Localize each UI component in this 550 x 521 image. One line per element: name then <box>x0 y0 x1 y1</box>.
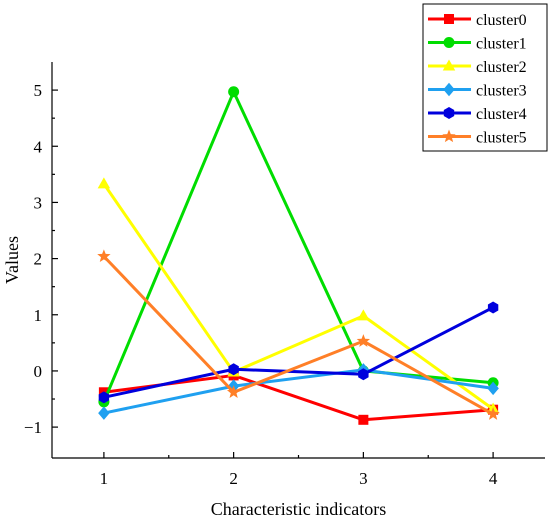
series-layer <box>97 86 500 425</box>
legend-swatch-marker <box>442 59 456 71</box>
legend-swatch-marker <box>443 82 455 97</box>
cluster2-point <box>97 177 111 189</box>
cluster0-point <box>358 414 369 425</box>
y-tick-label: −1 <box>24 418 42 437</box>
series-cluster4 <box>98 301 499 404</box>
cluster4-point <box>487 301 499 314</box>
series-cluster5 <box>97 249 500 420</box>
cluster5-line <box>102 255 494 416</box>
legend-entry-label: cluster0 <box>476 12 527 29</box>
y-tick-label: 0 <box>34 362 43 381</box>
legend-swatch-marker <box>444 14 454 24</box>
x-axis-label: Characteristic indicators <box>211 499 386 519</box>
legend-swatch-marker <box>442 129 456 143</box>
cluster1-point <box>228 86 240 98</box>
legend-swatch-marker <box>443 107 455 119</box>
y-axis-label: Values <box>2 236 22 284</box>
cluster4-point <box>98 391 110 404</box>
axes: 1 2 3 4 −1 0 1 2 3 4 5 <box>24 62 545 488</box>
cluster5-point <box>486 407 500 420</box>
cluster5-point <box>226 385 241 398</box>
cluster2-line <box>102 183 494 411</box>
legend-box <box>422 3 548 152</box>
legend-entry-label: cluster4 <box>476 106 527 123</box>
legend: cluster0 cluster1 cluster2 cluster3 cluster4… <box>422 3 548 152</box>
y-tick-label: 5 <box>34 81 43 100</box>
cluster4-point <box>358 368 369 381</box>
legend-swatch-marker <box>443 37 455 48</box>
y-tick-label: 4 <box>34 137 43 156</box>
x-tick-label: 4 <box>489 469 498 488</box>
cluster2-point <box>357 309 370 321</box>
y-tick-label: 1 <box>34 306 43 325</box>
legend-entry-label: cluster3 <box>476 83 527 100</box>
cluster5-point <box>356 334 371 347</box>
y-tick-label: 2 <box>34 250 43 269</box>
cluster3-point <box>98 406 110 420</box>
x-tick-label: 3 <box>359 469 368 488</box>
y-tick-label: 3 <box>34 193 43 212</box>
legend-entry-label: cluster2 <box>476 59 527 76</box>
x-tick-label: 1 <box>100 469 109 488</box>
legend-entry-label: cluster1 <box>476 36 527 53</box>
cluster5-point <box>97 249 111 263</box>
cluster3-point <box>487 381 499 396</box>
legend-entry-label: cluster5 <box>476 130 527 147</box>
cluster4-line <box>103 306 494 399</box>
cluster4-point <box>228 363 239 376</box>
x-tick-label: 2 <box>229 469 238 488</box>
